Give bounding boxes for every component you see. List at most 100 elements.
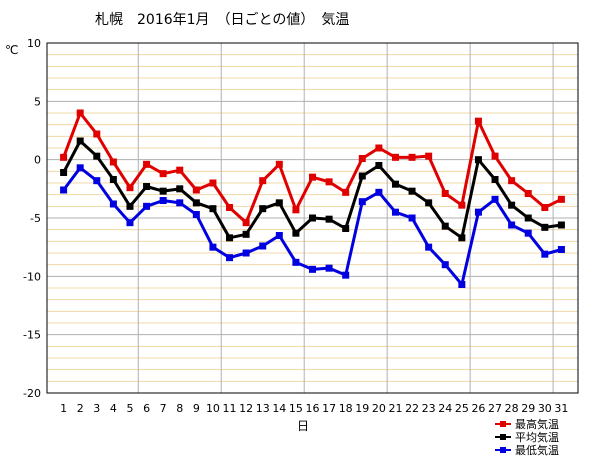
data-point: [292, 206, 300, 214]
y-tick-label: 0: [34, 154, 41, 167]
data-point: [408, 153, 416, 161]
data-point: [491, 176, 499, 183]
x-tick-label: 26: [471, 402, 485, 415]
x-tick-label: 27: [488, 402, 502, 415]
y-axis-label: ℃: [5, 43, 18, 57]
data-point: [474, 156, 482, 164]
data-point: [425, 152, 433, 160]
x-tick-label: 15: [289, 402, 303, 415]
data-point: [358, 155, 366, 162]
data-point: [391, 153, 399, 161]
y-tick-label: -5: [30, 212, 41, 225]
data-point: [242, 230, 250, 238]
data-point: [325, 178, 333, 186]
x-tick-label: 4: [110, 402, 117, 415]
data-point: [159, 197, 167, 204]
x-tick-label: 22: [405, 402, 419, 415]
data-point: [242, 219, 250, 227]
data-point: [425, 243, 433, 251]
legend-marker: [500, 421, 506, 427]
data-point: [76, 137, 84, 145]
data-point: [309, 214, 316, 222]
data-point: [541, 204, 549, 211]
chart-title: 札幌 2016年1月 （日ごとの値） 気温: [95, 12, 349, 28]
data-point: [458, 281, 466, 288]
data-point: [242, 249, 250, 257]
x-tick-label: 13: [256, 402, 270, 415]
x-axis-label: 日: [297, 419, 309, 433]
grid: [47, 43, 578, 393]
data-point: [143, 183, 151, 190]
x-tick-labels: 1 2 3 4 5 6 7 8 9 10 11 12 13 14 15 16 17 18 19 20 21 22 23 24 2…: [60, 402, 568, 415]
x-tick-label: 16: [306, 402, 320, 415]
data-point: [441, 261, 449, 269]
data-point: [275, 199, 283, 207]
data-point: [226, 254, 234, 262]
data-point: [143, 160, 151, 168]
data-point: [491, 152, 499, 160]
x-tick-label: 21: [388, 402, 402, 415]
data-point: [524, 229, 532, 237]
x-tick-label: 1: [60, 402, 67, 415]
data-point: [309, 173, 316, 181]
x-tick-label: 19: [355, 402, 369, 415]
data-point: [176, 185, 184, 193]
x-tick-label: 28: [505, 402, 519, 415]
data-point: [425, 199, 433, 207]
data-point: [391, 180, 399, 188]
x-tick-label: 31: [554, 402, 568, 415]
data-point: [325, 264, 333, 272]
y-tick-label: 10: [27, 37, 41, 50]
data-point: [159, 170, 167, 178]
x-tick-label: 6: [143, 402, 150, 415]
data-point: [192, 211, 200, 218]
data-point: [275, 160, 283, 168]
series-group: [60, 109, 565, 288]
y-tick-label: -20: [23, 387, 41, 400]
data-point: [259, 177, 267, 185]
x-tick-label: 12: [239, 402, 253, 415]
x-tick-label: 9: [193, 402, 200, 415]
data-point: [408, 214, 416, 222]
data-point: [109, 176, 117, 183]
data-point: [259, 205, 267, 213]
legend-marker: [500, 447, 506, 453]
data-point: [325, 215, 333, 223]
data-point: [508, 201, 516, 209]
data-point: [358, 198, 366, 206]
data-point: [143, 202, 151, 210]
x-tick-label: 18: [339, 402, 353, 415]
data-point: [176, 199, 184, 207]
y-tick-label: 5: [34, 95, 41, 108]
data-point: [192, 199, 200, 207]
data-point: [159, 187, 167, 195]
data-point: [524, 190, 532, 197]
data-point: [93, 177, 101, 185]
data-point: [541, 223, 549, 231]
data-point: [391, 208, 399, 216]
data-point: [375, 162, 383, 169]
data-point: [60, 186, 68, 194]
data-point: [60, 169, 68, 176]
data-point: [109, 200, 117, 208]
x-tick-label: 23: [422, 402, 436, 415]
data-point: [226, 234, 234, 242]
x-tick-label: 11: [223, 402, 237, 415]
data-point: [209, 179, 217, 187]
y-tick-label: -15: [23, 329, 41, 342]
data-point: [342, 225, 350, 232]
x-tick-label: 3: [93, 402, 100, 415]
legend-marker: [500, 434, 506, 440]
x-tick-label: 8: [176, 402, 183, 415]
data-point: [541, 250, 549, 258]
data-point: [292, 229, 300, 237]
x-tick-label: 30: [538, 402, 552, 415]
data-point: [557, 246, 565, 253]
data-point: [524, 214, 532, 222]
data-point: [93, 152, 101, 160]
plot-area: [46, 42, 579, 394]
data-point: [358, 172, 366, 180]
data-point: [508, 221, 516, 229]
data-point: [441, 190, 449, 197]
